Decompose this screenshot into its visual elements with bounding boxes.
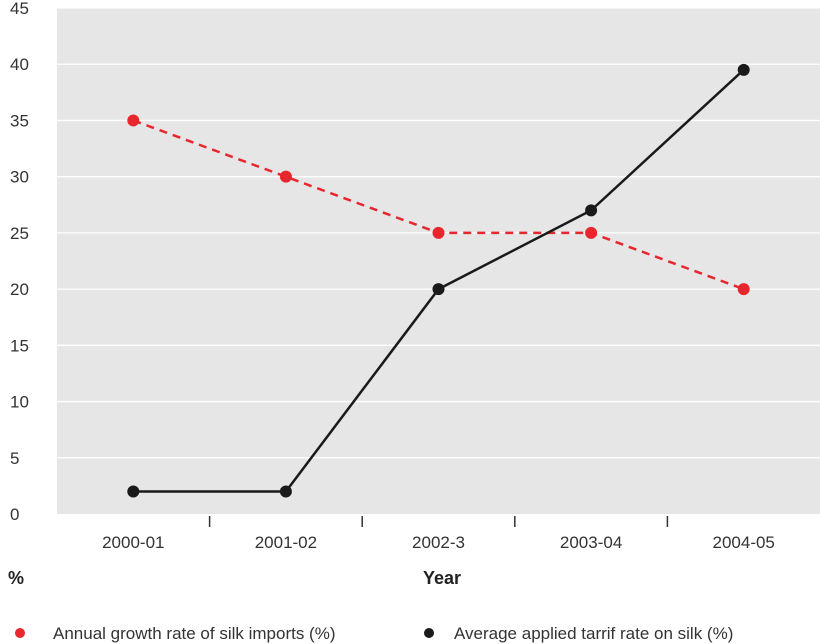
x-tick-2004-05: 2004-05 — [713, 533, 775, 552]
series-0-point-2004-05 — [737, 283, 750, 296]
x-tick-2002-3: 2002-3 — [412, 533, 465, 552]
y-tick-labels: 0 5 10 15 20 25 30 35 40 45 — [10, 0, 29, 524]
series-0-point-2001-02 — [279, 170, 292, 183]
x-axis-label: Year — [423, 568, 461, 588]
x-category-separators — [208, 516, 669, 527]
series-1-point-2000-01 — [127, 485, 140, 498]
plot-background — [57, 8, 820, 514]
series-0-point-2000-01 — [127, 114, 140, 127]
y-tick-35: 35 — [10, 111, 29, 130]
series-1-point-2001-02 — [279, 485, 292, 498]
series-1-point-2004-05 — [737, 63, 750, 76]
legend-label-tariff-rate: Average applied tarrif rate on silk (%) — [454, 624, 733, 643]
series-0-point-2002-3 — [432, 226, 445, 239]
y-tick-0: 0 — [10, 505, 19, 524]
x-tick-labels: 2000-01 2001-02 2002-3 2003-04 2004-05 — [102, 533, 775, 552]
legend-marker-tariff-rate — [424, 628, 434, 638]
series-1-point-2002-3 — [432, 283, 445, 296]
legend-marker-silk-imports — [15, 628, 25, 638]
y-tick-15: 15 — [10, 336, 29, 355]
y-tick-30: 30 — [10, 168, 29, 187]
x-tick-2000-01: 2000-01 — [102, 533, 164, 552]
y-axis-label: % — [8, 568, 24, 588]
y-tick-5: 5 — [10, 449, 19, 468]
series-points — [127, 63, 750, 498]
series-1-point-2003-04 — [585, 204, 598, 217]
x-tick-2001-02: 2001-02 — [255, 533, 317, 552]
x-tick-2003-04: 2003-04 — [560, 533, 622, 552]
legend-label-silk-imports: Annual growth rate of silk imports (%) — [53, 624, 336, 643]
y-tick-45: 45 — [10, 0, 29, 18]
legend: Annual growth rate of silk imports (%) A… — [15, 624, 733, 643]
series-0-point-2003-04 — [585, 226, 598, 239]
y-tick-40: 40 — [10, 55, 29, 74]
y-tick-10: 10 — [10, 393, 29, 412]
y-tick-25: 25 — [10, 224, 29, 243]
y-tick-20: 20 — [10, 280, 29, 299]
